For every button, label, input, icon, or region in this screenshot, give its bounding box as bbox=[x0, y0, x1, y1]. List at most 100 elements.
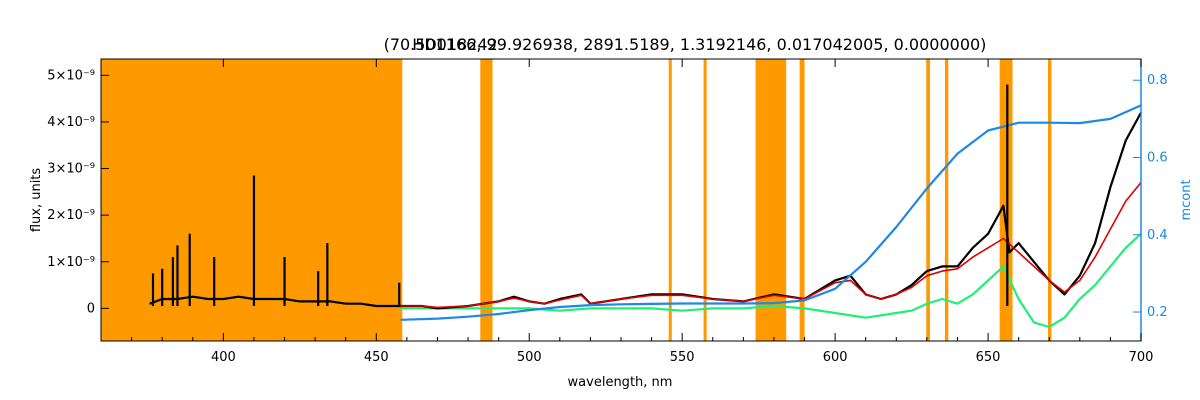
point-model-0 bbox=[400, 305, 402, 307]
point-residual-6 bbox=[589, 307, 592, 309]
x-tick-label-600: 600 bbox=[823, 350, 848, 365]
point-continuum-12 bbox=[773, 302, 775, 304]
point-observed-12 bbox=[329, 300, 331, 302]
series-layer bbox=[149, 84, 1142, 329]
point-continuum-10 bbox=[712, 302, 714, 305]
point-observed-55 bbox=[1125, 140, 1127, 142]
point-model-20 bbox=[865, 293, 867, 295]
point-model-8 bbox=[559, 299, 561, 301]
point-observed-16 bbox=[391, 305, 393, 307]
point-residual-19 bbox=[941, 298, 943, 300]
point-observed-49 bbox=[1033, 261, 1035, 263]
point-continuum-8 bbox=[651, 303, 653, 305]
y-tick-label-5: 5×10⁻⁹ bbox=[47, 68, 95, 83]
x-tick-label-500: 500 bbox=[517, 350, 542, 365]
point-model-21 bbox=[880, 298, 882, 300]
point-continuum-3 bbox=[498, 313, 500, 315]
point-model-19 bbox=[849, 279, 852, 281]
x-tick-label-400: 400 bbox=[211, 350, 236, 365]
y2-tick-label-3: 0.8 bbox=[1147, 73, 1168, 88]
point-observed-53 bbox=[1094, 242, 1096, 244]
point-continuum-19 bbox=[987, 129, 989, 132]
point-continuum-16 bbox=[895, 226, 897, 228]
point-model-7 bbox=[543, 303, 546, 305]
y-tick-label-1: 1×10⁻⁹ bbox=[47, 255, 95, 270]
point-model-25 bbox=[941, 270, 943, 272]
point-model-15 bbox=[742, 300, 745, 302]
mask-region-5 bbox=[799, 59, 805, 341]
point-observed-52 bbox=[1079, 275, 1081, 277]
point-observed-15 bbox=[375, 305, 377, 307]
point-model-22 bbox=[895, 293, 897, 295]
point-model-34 bbox=[1079, 279, 1081, 281]
point-observed-4 bbox=[207, 298, 209, 300]
point-continuum-1 bbox=[436, 318, 439, 320]
point-model-9 bbox=[580, 294, 582, 296]
mask-region-8 bbox=[999, 59, 1013, 341]
point-continuum-4 bbox=[528, 309, 530, 311]
point-model-32 bbox=[1048, 279, 1050, 281]
point-model-24 bbox=[926, 275, 928, 277]
point-continuum-6 bbox=[589, 304, 592, 306]
point-model-6 bbox=[528, 300, 530, 302]
y-tick-label-4: 4×10⁻⁹ bbox=[47, 115, 95, 130]
point-continuum-2 bbox=[467, 316, 469, 318]
mask-region-0 bbox=[101, 59, 403, 341]
x-tick-label-450: 450 bbox=[364, 350, 389, 365]
point-residual-10 bbox=[712, 307, 714, 309]
point-model-28 bbox=[987, 247, 989, 249]
y-tick-label-0: 0 bbox=[87, 301, 95, 316]
point-observed-0 bbox=[149, 303, 151, 305]
point-model-3 bbox=[467, 305, 469, 307]
point-model-16 bbox=[773, 294, 775, 296]
point-model-23 bbox=[911, 286, 913, 288]
point-observed-40 bbox=[911, 284, 913, 286]
point-residual-25 bbox=[1033, 321, 1035, 323]
point-residual-11 bbox=[742, 307, 745, 309]
point-residual-18 bbox=[926, 303, 928, 305]
point-model-2 bbox=[436, 306, 439, 308]
point-continuum-9 bbox=[681, 302, 683, 305]
point-observed-11 bbox=[314, 300, 316, 302]
point-residual-29 bbox=[1094, 284, 1096, 286]
mask-region-2 bbox=[668, 59, 672, 341]
point-observed-13 bbox=[345, 303, 347, 305]
point-continuum-15 bbox=[865, 261, 867, 263]
point-model-29 bbox=[1002, 237, 1005, 240]
point-residual-26 bbox=[1048, 326, 1050, 328]
point-residual-2 bbox=[467, 307, 469, 309]
x-tick-label-650: 650 bbox=[976, 350, 1001, 365]
point-observed-35 bbox=[834, 279, 836, 281]
point-residual-21 bbox=[972, 293, 974, 295]
point-model-13 bbox=[681, 294, 683, 296]
point-continuum-0 bbox=[400, 319, 402, 321]
chart-title: HD018242 bbox=[412, 35, 497, 54]
mask-region-1 bbox=[480, 59, 493, 341]
point-continuum-21 bbox=[1048, 122, 1050, 124]
mask-region-9 bbox=[1048, 59, 1052, 341]
point-observed-47 bbox=[1008, 251, 1011, 253]
point-model-12 bbox=[651, 294, 653, 296]
point-continuum-18 bbox=[956, 153, 959, 155]
y2-tick-label-1: 0.4 bbox=[1147, 228, 1168, 243]
point-observed-3 bbox=[192, 296, 194, 298]
point-residual-4 bbox=[528, 307, 530, 309]
axes-layer: 400 450 500 550 600 650 700 0 1×10⁻⁹ 2×10⁻⁹ 3×10⁻⁹… bbox=[47, 58, 1168, 365]
point-continuum-22 bbox=[1079, 122, 1081, 124]
point-observed-8 bbox=[268, 298, 270, 300]
mask-region-7 bbox=[944, 59, 949, 341]
point-residual-27 bbox=[1063, 317, 1066, 319]
y2-axis-label: mcont bbox=[1179, 179, 1194, 220]
point-model-30 bbox=[1018, 251, 1020, 253]
point-observed-54 bbox=[1109, 186, 1111, 188]
point-observed-5 bbox=[222, 298, 224, 300]
point-continuum-20 bbox=[1018, 122, 1020, 124]
chart-parameters: (70.501166, 99.926938, 2891.5189, 1.3192… bbox=[384, 35, 987, 54]
point-observed-44 bbox=[972, 247, 974, 249]
x-tick-label-700: 700 bbox=[1129, 350, 1154, 365]
point-residual-24 bbox=[1018, 298, 1020, 300]
point-residual-20 bbox=[956, 303, 959, 305]
x-axis-label: wavelength, nm bbox=[568, 375, 673, 390]
y-tick-label-2: 2×10⁻⁹ bbox=[47, 208, 95, 223]
point-model-14 bbox=[712, 298, 714, 300]
